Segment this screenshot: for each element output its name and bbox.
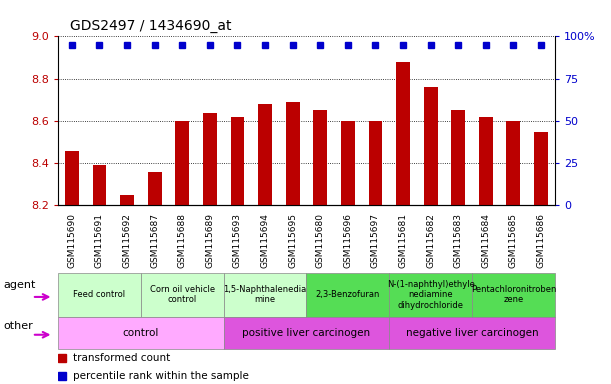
- Bar: [368, 121, 382, 205]
- Bar: [120, 195, 134, 205]
- Text: negative liver carcinogen: negative liver carcinogen: [406, 328, 538, 338]
- Text: Feed control: Feed control: [73, 290, 125, 299]
- Text: transformed count: transformed count: [73, 353, 170, 362]
- Text: GDS2497 / 1434690_at: GDS2497 / 1434690_at: [70, 19, 232, 33]
- Bar: [472, 273, 555, 317]
- Bar: [224, 273, 306, 317]
- Bar: [306, 273, 389, 317]
- Bar: [141, 273, 224, 317]
- Bar: [389, 273, 472, 317]
- Bar: [175, 121, 189, 205]
- Bar: [58, 273, 141, 317]
- Bar: [203, 113, 217, 205]
- Bar: [313, 110, 327, 205]
- Bar: [341, 121, 355, 205]
- Bar: [452, 110, 465, 205]
- Text: other: other: [3, 321, 32, 331]
- Bar: [286, 102, 299, 205]
- Bar: [389, 317, 555, 349]
- Bar: [92, 165, 106, 205]
- Text: control: control: [123, 328, 159, 338]
- Bar: [58, 317, 224, 349]
- Bar: [396, 62, 410, 205]
- Bar: [479, 117, 492, 205]
- Bar: [423, 87, 437, 205]
- Text: positive liver carcinogen: positive liver carcinogen: [243, 328, 370, 338]
- Text: Corn oil vehicle
control: Corn oil vehicle control: [150, 285, 215, 305]
- Text: 1,5-Naphthalenedia
mine: 1,5-Naphthalenedia mine: [224, 285, 307, 305]
- Text: percentile rank within the sample: percentile rank within the sample: [73, 371, 249, 381]
- Bar: [224, 317, 389, 349]
- Bar: [148, 172, 161, 205]
- Bar: [230, 117, 244, 205]
- Bar: [258, 104, 272, 205]
- Bar: [65, 151, 79, 205]
- Bar: [507, 121, 521, 205]
- Text: 2,3-Benzofuran: 2,3-Benzofuran: [316, 290, 380, 299]
- Bar: [534, 131, 548, 205]
- Text: agent: agent: [3, 280, 35, 290]
- Text: N-(1-naphthyl)ethyle
nediamine
dihydrochloride: N-(1-naphthyl)ethyle nediamine dihydroch…: [387, 280, 475, 310]
- Text: Pentachloronitroben
zene: Pentachloronitroben zene: [470, 285, 556, 305]
